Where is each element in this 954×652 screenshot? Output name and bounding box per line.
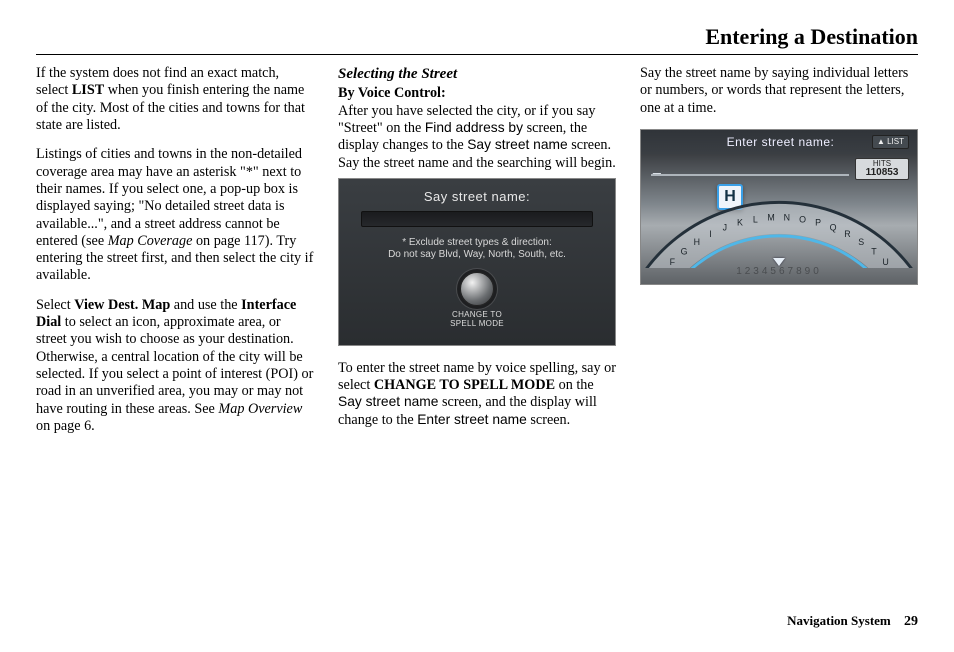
c2-para-2: To enter the street name by voice spelli… (338, 360, 616, 429)
svg-text:P: P (815, 218, 821, 228)
c1-para-1: If the system does not find an exact mat… (36, 65, 314, 134)
triangle-down-icon (773, 258, 785, 266)
column-1: If the system does not find an exact mat… (36, 65, 314, 447)
text: on the (555, 377, 594, 393)
ss2-keyboard-arc: ABCDEFGHIJKLMNOPQRSTUVWXYZ (641, 190, 917, 268)
text-italic: Map Coverage (108, 233, 193, 249)
text-bold: View Dest. Map (74, 297, 170, 313)
c1-para-2: Listings of cities and towns in the non-… (36, 146, 314, 285)
ss1-knob-area: CHANGE TO SPELL MODE (450, 272, 504, 330)
text-italic: Map Overview (218, 401, 302, 417)
text: Select (36, 297, 74, 313)
svg-text:O: O (799, 214, 806, 224)
ss2-digits-row: 1234567890 (641, 266, 917, 278)
ss1-note: * Exclude street types & direction: Do n… (388, 237, 566, 262)
page-footer: Navigation System 29 (787, 613, 918, 630)
svg-text:S: S (858, 237, 864, 247)
text: and use the (170, 297, 241, 313)
column-3: Say the street name by saying individual… (640, 65, 918, 447)
text-ui: Enter street name (417, 412, 527, 427)
page-title: Entering a Destination (36, 24, 918, 54)
footer-page-number: 29 (904, 614, 918, 629)
svg-text:T: T (871, 246, 877, 256)
dial-knob-icon (460, 272, 494, 306)
ss1-change-label: CHANGE TO SPELL MODE (450, 310, 504, 330)
c2-para-1: After you have selected the city, or if … (338, 103, 616, 172)
svg-text:N: N (784, 213, 790, 223)
text-bold: CHANGE TO SPELL MODE (374, 377, 555, 393)
section-subheading: By Voice Control: (338, 85, 616, 102)
svg-text:H: H (694, 237, 700, 247)
text: on page 6. (36, 418, 95, 434)
ss1-input-bar (361, 211, 593, 227)
text: screen. (527, 412, 570, 428)
text: * Exclude street types & direction: (388, 237, 566, 250)
ss2-hits-box: HITS 110853 (855, 158, 909, 180)
ss1-title: Say street name: (424, 189, 530, 205)
text: Do not say Blvd, Way, North, South, etc. (388, 249, 566, 262)
svg-text:I: I (709, 229, 711, 239)
c3-para-1: Say the street name by saying individual… (640, 65, 918, 117)
text: 110853 (856, 168, 908, 178)
svg-text:L: L (753, 214, 758, 224)
section-heading: Selecting the Street (338, 65, 616, 83)
horizontal-rule (36, 54, 918, 55)
text-ui: Find address by (425, 120, 523, 135)
text-ui: Say street name (338, 394, 438, 409)
text-bold: LIST (72, 82, 104, 98)
column-2: Selecting the Street By Voice Control: A… (338, 65, 616, 447)
svg-text:J: J (723, 223, 727, 233)
svg-text:K: K (737, 218, 743, 228)
page: Entering a Destination If the system doe… (0, 0, 954, 652)
svg-text:Q: Q (830, 223, 837, 233)
column-layout: If the system does not find an exact mat… (36, 65, 918, 447)
footer-label: Navigation System (787, 613, 891, 628)
screenshot-enter-street-name: Enter street name: ▲ LIST _ HITS 110853 … (640, 129, 918, 285)
ss2-entry-field: _ (651, 158, 849, 176)
svg-text:M: M (767, 213, 774, 223)
svg-text:R: R (844, 229, 850, 239)
screenshot-say-street-name: Say street name: * Exclude street types … (338, 178, 616, 346)
ss2-list-button: ▲ LIST (872, 135, 909, 149)
svg-text:G: G (681, 246, 688, 256)
ss2-topbar: Enter street name: ▲ LIST (641, 130, 917, 154)
text-ui: Say street name (467, 137, 567, 152)
ss2-title: Enter street name: (689, 135, 872, 150)
c1-para-3: Select View Dest. Map and use the Interf… (36, 297, 314, 436)
